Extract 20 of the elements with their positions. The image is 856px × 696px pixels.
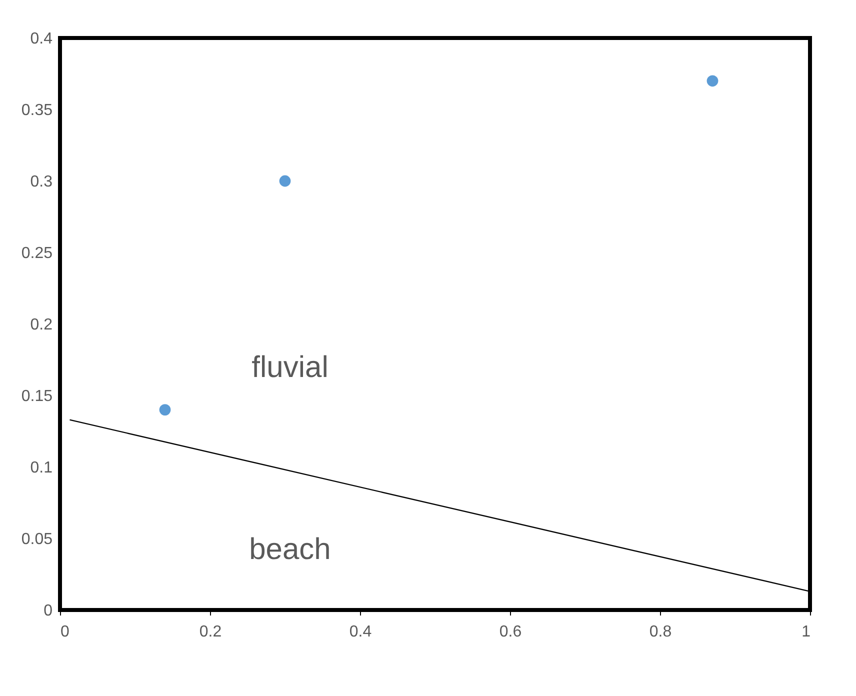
- point: [159, 404, 171, 416]
- point: [279, 175, 291, 187]
- x-tick-label: 0: [60, 624, 70, 640]
- annotation: beach: [249, 533, 331, 566]
- y-tick-label: 0.05: [21, 531, 53, 548]
- x-tick-label: 1: [802, 624, 811, 640]
- x-tick-label: 0.6: [499, 624, 522, 640]
- y-tick-label: 0.25: [21, 245, 53, 262]
- x-tick-label: 0.8: [649, 624, 672, 640]
- y-tick-label: 0.35: [21, 102, 53, 119]
- x-tick-label: 0.4: [349, 624, 372, 640]
- point: [706, 75, 718, 87]
- y-tick-label: 0.1: [30, 460, 53, 476]
- y-tick-label: 0.3: [30, 174, 53, 190]
- y-tick-label: 0.4: [30, 30, 53, 48]
- y-tick-label: 0: [44, 602, 53, 620]
- x-tick-label: 0.2: [199, 624, 222, 640]
- annotation: fluvial: [252, 351, 328, 384]
- y-tick-label: 0.15: [21, 388, 53, 405]
- y-tick-label: 0.2: [30, 316, 53, 334]
